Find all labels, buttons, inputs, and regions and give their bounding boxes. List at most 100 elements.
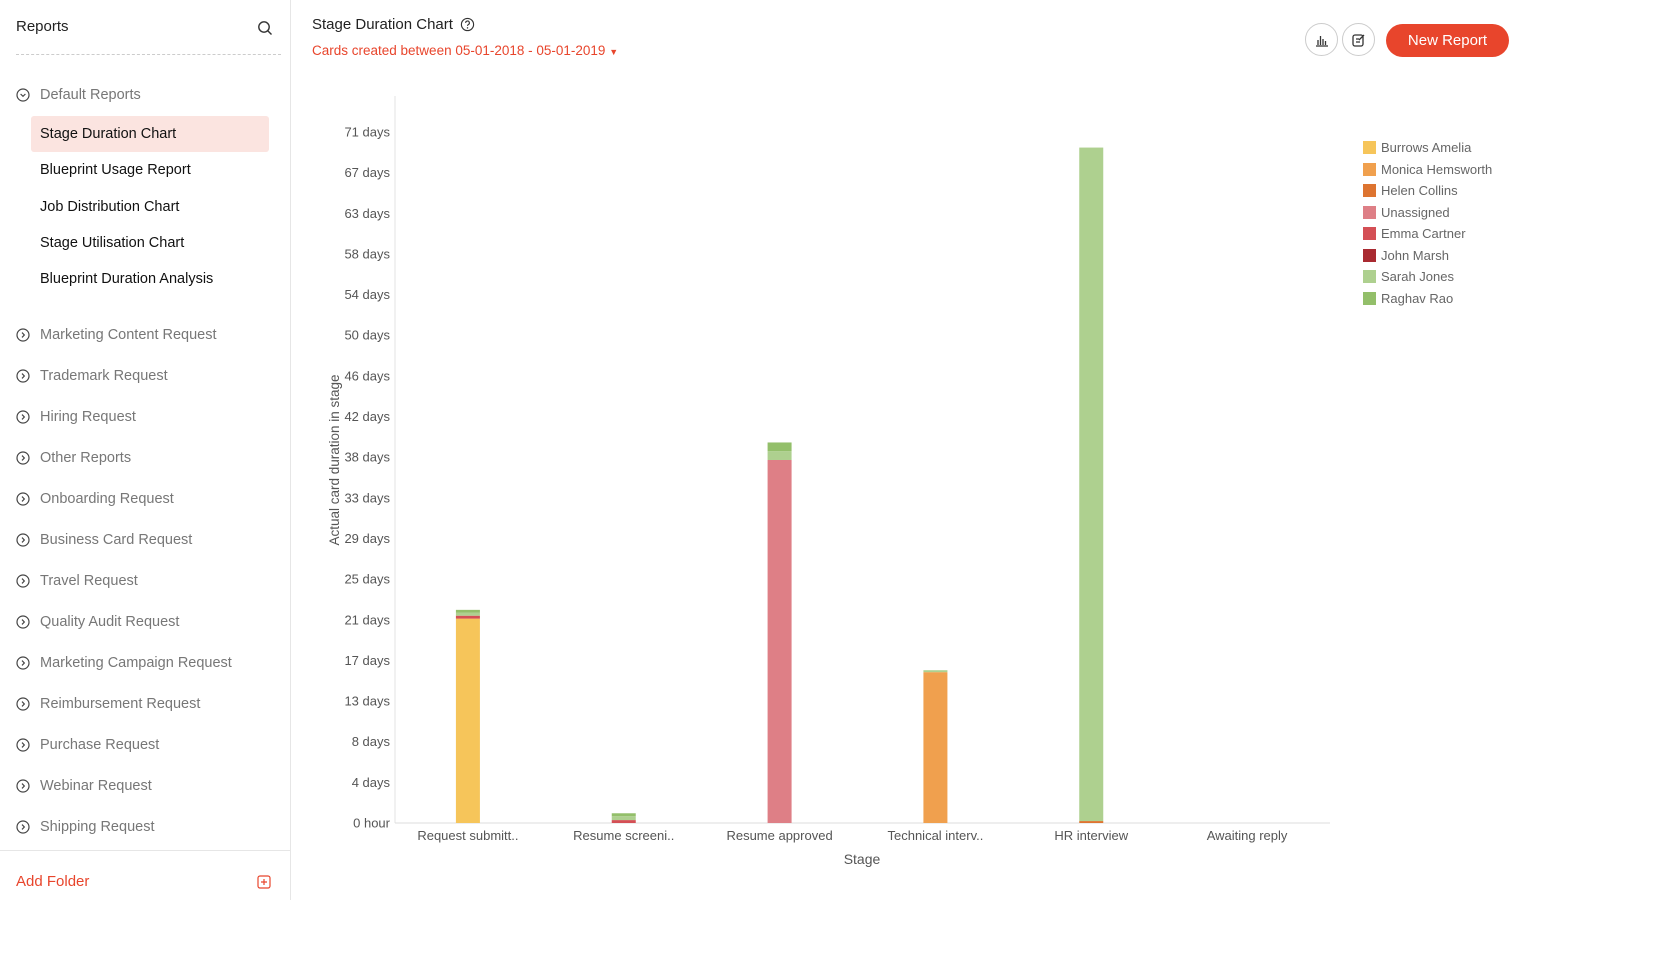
bar-chart-icon [1315, 35, 1328, 47]
add-folder-link[interactable]: Add Folder [16, 873, 90, 890]
edit-icon [1351, 33, 1364, 47]
legend-label: Emma Cartner [1381, 226, 1466, 242]
bar-segment[interactable] [455, 612, 480, 616]
legend-label: Helen Collins [1381, 183, 1458, 199]
sidebar-report-item[interactable]: Blueprint Usage Report [40, 162, 191, 179]
sidebar-folder[interactable]: Webinar Request [16, 775, 152, 797]
folder-label: Shipping Request [40, 819, 155, 835]
folder-label: Hiring Request [40, 409, 136, 425]
chevron-right-circle-icon [16, 328, 30, 342]
y-tick-label: 25 days [344, 572, 390, 587]
y-tick-label: 50 days [344, 328, 390, 343]
bar-segment[interactable] [923, 672, 948, 823]
search-icon[interactable] [257, 20, 273, 36]
sidebar-folder[interactable]: Business Card Request [16, 529, 192, 551]
bar-segment[interactable] [767, 451, 792, 460]
folder-default-reports[interactable]: Default Reports [16, 84, 141, 106]
sidebar-footer: Add Folder [0, 850, 290, 901]
legend-item[interactable]: Raghav Rao [1363, 288, 1492, 310]
legend-swatch [1363, 270, 1376, 284]
folder-label: Travel Request [40, 573, 138, 589]
sidebar-folder[interactable]: Marketing Campaign Request [16, 652, 232, 674]
help-icon[interactable] [460, 17, 475, 32]
y-tick-label: 67 days [344, 165, 390, 180]
legend-item[interactable]: Monica Hemsworth [1363, 159, 1492, 181]
chevron-right-circle-icon [16, 410, 30, 424]
legend-item[interactable]: Burrows Amelia [1363, 137, 1492, 159]
sidebar-report-item[interactable]: Blueprint Duration Analysis [40, 271, 214, 288]
folder-label: Reimbursement Request [40, 696, 201, 712]
sidebar-folder[interactable]: Trademark Request [16, 365, 168, 387]
y-tick-label: 4 days [352, 775, 391, 790]
sidebar-folder[interactable]: Reimbursement Request [16, 693, 200, 715]
chevron-down-circle-icon [16, 88, 30, 102]
sidebar-report-item[interactable]: Stage Duration Chart [31, 116, 269, 152]
date-filter-label: Cards created between 05-01-2018 - 05-01… [312, 43, 606, 58]
bar-segment[interactable] [455, 618, 480, 823]
y-tick-label: 29 days [344, 531, 390, 546]
chevron-right-circle-icon [16, 451, 30, 465]
sidebar-folder[interactable]: Travel Request [16, 570, 138, 592]
bar-segment[interactable] [923, 670, 948, 673]
bar-segment[interactable] [767, 442, 792, 452]
sidebar-folder[interactable]: Quality Audit Request [16, 611, 179, 633]
x-tick-label: HR interview [1054, 828, 1128, 843]
date-filter-dropdown[interactable]: Cards created between 05-01-2018 - 05-01… [312, 43, 618, 58]
sidebar-folder[interactable]: Marketing Content Request [16, 324, 217, 346]
add-folder-icon[interactable] [257, 875, 271, 889]
bar-segment[interactable] [1079, 147, 1104, 822]
legend-item[interactable]: Sarah Jones [1363, 266, 1492, 288]
legend-item[interactable]: Emma Cartner [1363, 223, 1492, 245]
sidebar-header: Reports [16, 18, 281, 55]
x-tick-label: Awaiting reply [1207, 828, 1288, 843]
bar-segment[interactable] [455, 615, 480, 619]
folder-label: Quality Audit Request [40, 614, 180, 630]
folder-label: Trademark Request [40, 368, 168, 384]
y-tick-label: 21 days [344, 612, 390, 627]
legend-label: Monica Hemsworth [1381, 161, 1493, 177]
y-tick-label: 71 days [344, 125, 390, 140]
sidebar-folder[interactable]: Shipping Request [16, 816, 154, 838]
chart-type-button[interactable] [1305, 23, 1338, 56]
folder-label: Business Card Request [40, 532, 193, 548]
sidebar-folder[interactable]: Hiring Request [16, 406, 136, 428]
chevron-right-circle-icon [16, 738, 30, 752]
folder-label: Default Reports [40, 87, 141, 103]
legend-label: Sarah Jones [1381, 269, 1454, 285]
legend-label: Burrows Amelia [1381, 140, 1472, 156]
y-tick-label: 63 days [344, 206, 390, 221]
bar-segment[interactable] [611, 813, 636, 817]
x-tick-label: Request submitt.. [417, 828, 518, 843]
sidebar-folder[interactable]: Other Reports [16, 447, 131, 469]
x-axis-title: Stage [844, 851, 881, 867]
sidebar-report-item[interactable]: Stage Utilisation Chart [40, 234, 185, 251]
chevron-right-circle-icon [16, 574, 30, 588]
bar-segment[interactable] [455, 609, 480, 613]
edit-report-button[interactable] [1342, 23, 1375, 56]
x-tick-label: Technical interv.. [887, 828, 983, 843]
legend-swatch [1363, 141, 1376, 155]
legend-label: Raghav Rao [1381, 290, 1454, 306]
y-tick-label: 42 days [344, 409, 390, 424]
legend-swatch [1363, 248, 1376, 262]
legend-swatch [1363, 184, 1376, 198]
legend-swatch [1363, 227, 1376, 241]
sidebar-report-item[interactable]: Job Distribution Chart [40, 198, 180, 215]
bar-segment[interactable] [767, 459, 792, 823]
y-tick-label: 33 days [344, 490, 390, 505]
legend-item[interactable]: Helen Collins [1363, 180, 1492, 202]
y-tick-label: 54 days [344, 287, 390, 302]
y-tick-label: 58 days [344, 246, 390, 261]
new-report-button[interactable]: New Report [1386, 24, 1509, 57]
folder-label: Marketing Content Request [40, 327, 217, 343]
sidebar-folder[interactable]: Onboarding Request [16, 488, 174, 510]
sidebar-folder[interactable]: Purchase Request [16, 734, 159, 756]
folder-label: Other Reports [40, 450, 132, 466]
legend-label: Unassigned [1381, 204, 1450, 220]
bar-segment[interactable] [1079, 821, 1104, 823]
y-tick-label: 0 hour [353, 816, 391, 831]
legend-item[interactable]: Unassigned [1363, 202, 1492, 224]
legend-item[interactable]: John Marsh [1363, 245, 1492, 267]
bar-segment[interactable] [611, 816, 636, 821]
bar-segment[interactable] [611, 820, 636, 823]
